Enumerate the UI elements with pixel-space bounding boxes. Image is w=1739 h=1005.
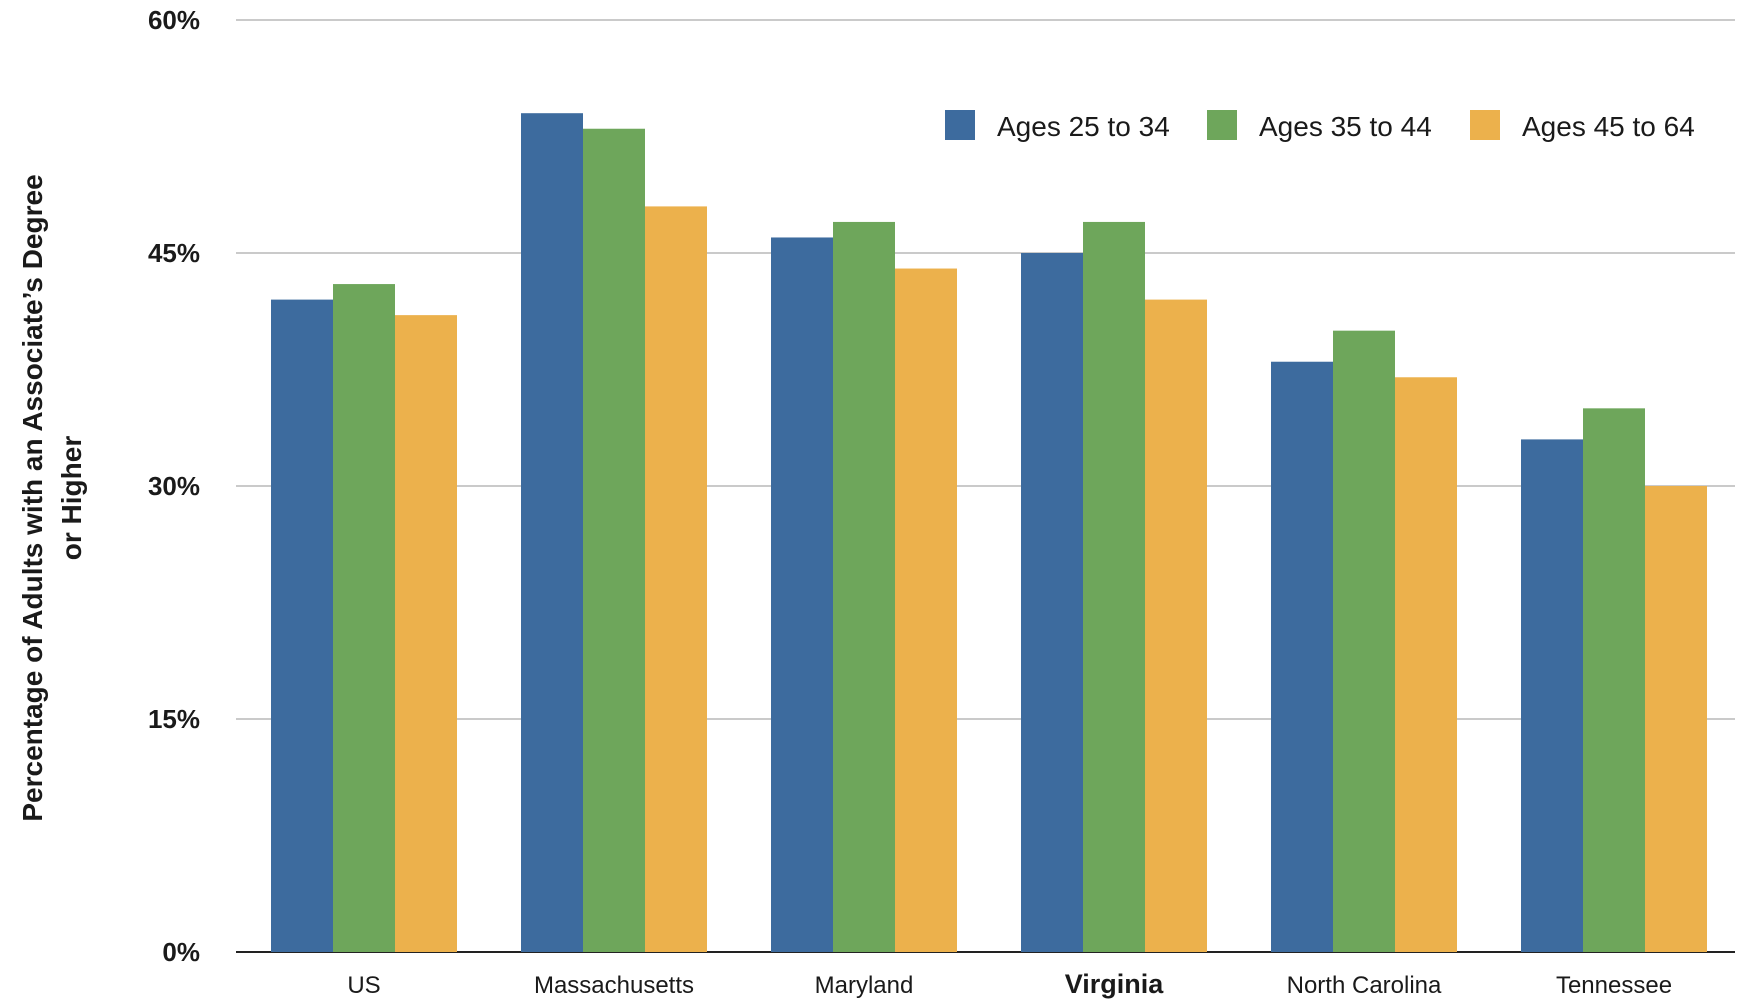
y-axis-ticks: 0% 15% 30% 45% 60% (148, 5, 200, 967)
bar (395, 315, 457, 953)
bar (583, 128, 645, 952)
bar (833, 221, 895, 952)
bar (1145, 299, 1207, 953)
y-tick-label: 60% (148, 5, 200, 35)
y-tick-label: 45% (148, 238, 200, 268)
legend-swatch (945, 110, 975, 140)
legend-swatch (1470, 110, 1500, 140)
y-tick-label: 15% (148, 704, 200, 734)
y-axis-label-line-1: Percentage of Adults with an Associate’s… (17, 174, 48, 821)
bar (333, 284, 395, 953)
y-tick-label: 0% (162, 937, 200, 967)
bar (895, 268, 957, 952)
x-tick-label: Virginia (1065, 969, 1165, 999)
bar (1333, 330, 1395, 953)
x-tick-label: Massachusetts (534, 972, 694, 999)
bar (1395, 377, 1457, 952)
bar (521, 113, 583, 952)
bar (1583, 408, 1645, 952)
legend-label: Ages 45 to 64 (1522, 111, 1695, 142)
x-tick-label: Maryland (815, 972, 914, 999)
bar (645, 206, 707, 952)
y-axis-label-line-2: or Higher (56, 436, 87, 561)
gridlines (236, 19, 1735, 953)
legend-swatch (1207, 110, 1237, 140)
bar (271, 299, 333, 953)
x-tick-label: North Carolina (1287, 972, 1442, 999)
bar (1645, 486, 1707, 952)
legend-label: Ages 25 to 34 (997, 111, 1170, 142)
x-axis-ticks: US Massachusetts Maryland Virginia North Car… (347, 969, 1672, 999)
bar (1521, 439, 1583, 952)
y-tick-label: 30% (148, 471, 200, 501)
legend: Ages 25 to 34 Ages 35 to 44 Ages 45 to 64 (945, 110, 1695, 142)
bar (1083, 221, 1145, 952)
legend-label: Ages 35 to 44 (1259, 111, 1432, 142)
x-tick-label: US (347, 972, 380, 999)
bar (1271, 361, 1333, 952)
bar (1021, 253, 1083, 952)
x-tick-label: Tennessee (1556, 972, 1672, 999)
bars (271, 113, 1707, 953)
bar (771, 237, 833, 952)
